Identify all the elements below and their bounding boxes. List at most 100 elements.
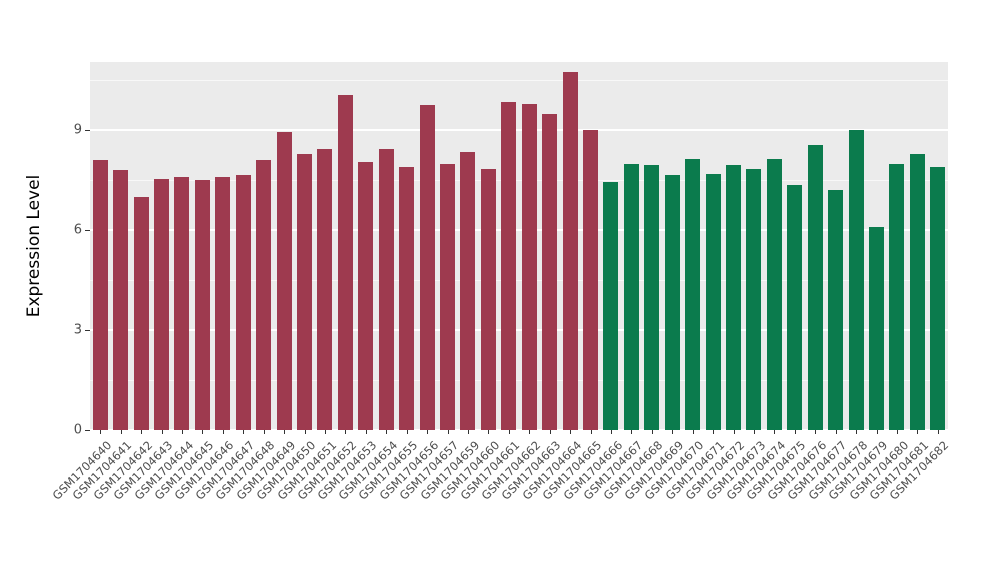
- bar-GSM1704665: [582, 130, 599, 430]
- bar-GSM1704668: [644, 165, 660, 430]
- bar-GSM1704659: [460, 151, 476, 430]
- bar-GSM1704642: [133, 196, 149, 430]
- x-tick-mark: [488, 430, 490, 434]
- y-axis-title: Expression Level: [24, 174, 44, 318]
- x-tick-mark: [120, 430, 122, 434]
- bar-GSM1704648: [256, 160, 272, 430]
- gridline-major: [90, 129, 948, 132]
- x-tick-mark: [222, 430, 224, 434]
- bar-GSM1704650: [296, 153, 313, 430]
- x-tick-mark: [181, 430, 183, 434]
- bar-GSM1704640: [92, 160, 108, 430]
- bar-GSM1704663: [542, 113, 558, 430]
- x-tick-mark: [692, 430, 694, 434]
- bar-GSM1704654: [378, 148, 394, 430]
- x-tick-mark: [774, 430, 776, 434]
- bar-GSM1704657: [439, 163, 456, 430]
- x-tick-mark: [590, 430, 592, 434]
- bar-GSM1704676: [807, 145, 823, 430]
- y-tick-label: 6: [73, 222, 82, 238]
- x-tick-mark: [794, 430, 796, 434]
- bar-GSM1704678: [848, 130, 864, 430]
- y-tick-label: 3: [73, 322, 82, 338]
- bar-GSM1704646: [215, 176, 231, 430]
- bar-GSM1704682: [930, 166, 946, 430]
- x-tick-mark: [202, 430, 204, 434]
- bar-GSM1704670: [685, 158, 701, 430]
- bar-GSM1704645: [194, 180, 210, 430]
- bar-GSM1704661: [501, 101, 517, 430]
- x-tick-mark: [304, 430, 306, 434]
- x-tick-mark: [386, 430, 388, 434]
- x-tick-mark: [324, 430, 326, 434]
- x-tick-mark: [508, 430, 510, 434]
- y-tick-label: 0: [73, 422, 82, 438]
- x-tick-mark: [856, 430, 858, 434]
- x-tick-mark: [713, 430, 715, 434]
- x-tick-mark: [161, 430, 163, 434]
- x-tick-mark: [896, 430, 898, 434]
- bar-GSM1704674: [766, 158, 782, 430]
- bar-GSM1704652: [337, 95, 353, 430]
- x-tick-mark: [651, 430, 653, 434]
- x-tick-mark: [243, 430, 245, 434]
- gridline-major: [90, 329, 948, 332]
- bar-GSM1704662: [521, 103, 537, 430]
- y-tick-mark: [85, 330, 90, 332]
- gridline-minor: [90, 279, 948, 281]
- x-tick-mark: [917, 430, 919, 434]
- x-tick-mark: [876, 430, 878, 434]
- x-tick-mark: [447, 430, 449, 434]
- x-tick-mark: [549, 430, 551, 434]
- plot-panel: [90, 62, 948, 431]
- gridline-minor: [90, 179, 948, 181]
- x-tick-mark: [263, 430, 265, 434]
- bar-GSM1704644: [174, 176, 190, 430]
- x-tick-mark: [937, 430, 939, 434]
- x-tick-mark: [345, 430, 347, 434]
- bar-GSM1704677: [828, 190, 844, 430]
- bar-GSM1704653: [358, 161, 374, 430]
- x-tick-mark: [141, 430, 143, 434]
- y-tick-mark: [85, 130, 90, 132]
- bar-GSM1704673: [746, 168, 762, 430]
- x-tick-mark: [284, 430, 286, 434]
- bar-GSM1704649: [276, 131, 292, 430]
- y-tick-mark: [85, 230, 90, 232]
- x-tick-mark: [529, 430, 531, 434]
- gridline-major: [90, 229, 948, 232]
- x-tick-mark: [631, 430, 633, 434]
- gridline-major: [90, 429, 948, 431]
- bar-GSM1704664: [562, 72, 578, 430]
- x-tick-mark: [100, 430, 102, 434]
- x-tick-mark: [610, 430, 612, 434]
- gridline-minor: [90, 79, 948, 81]
- x-tick-mark: [733, 430, 735, 434]
- y-tick-mark: [85, 430, 90, 431]
- x-tick-mark: [427, 430, 429, 434]
- bar-GSM1704641: [113, 170, 129, 430]
- bar-GSM1704675: [787, 185, 803, 430]
- bar-GSM1704656: [419, 105, 435, 430]
- x-tick-mark: [365, 430, 367, 434]
- bar-GSM1704672: [725, 165, 742, 430]
- bar-GSM1704669: [664, 175, 680, 430]
- bar-GSM1704671: [705, 173, 721, 430]
- x-tick-mark: [753, 430, 755, 434]
- gridline-minor: [90, 379, 948, 381]
- x-tick-mark: [467, 430, 469, 434]
- x-tick-mark: [815, 430, 817, 434]
- bar-GSM1704643: [153, 178, 170, 430]
- bar-GSM1704655: [399, 166, 415, 430]
- bar-GSM1704660: [480, 168, 496, 430]
- bar-GSM1704679: [868, 226, 885, 430]
- x-tick-mark: [570, 430, 572, 434]
- bar-GSM1704681: [909, 153, 925, 430]
- bar-GSM1704666: [603, 181, 619, 430]
- bar-GSM1704667: [623, 163, 639, 430]
- bar-GSM1704647: [235, 175, 251, 430]
- y-tick-label: 9: [73, 122, 82, 138]
- bar-GSM1704680: [889, 163, 905, 430]
- x-tick-mark: [835, 430, 837, 434]
